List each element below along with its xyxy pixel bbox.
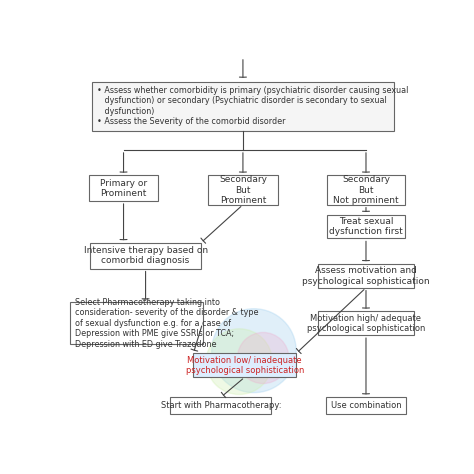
FancyBboxPatch shape (89, 175, 158, 201)
FancyBboxPatch shape (193, 354, 296, 377)
Text: Select Pharmacotherapy taking into
consideration- severity of the disorder & typ: Select Pharmacotherapy taking into consi… (75, 298, 258, 348)
Circle shape (212, 309, 296, 392)
FancyBboxPatch shape (170, 397, 272, 414)
Text: Intensive therapy based on
comorbid diagnosis: Intensive therapy based on comorbid diag… (83, 246, 208, 265)
Text: Motivation low/ inadequate
psychological sophistication: Motivation low/ inadequate psychological… (186, 356, 304, 375)
Text: Motivation high/ adequate
psychological sophistication: Motivation high/ adequate psychological … (307, 314, 425, 333)
FancyBboxPatch shape (70, 302, 202, 344)
Text: Secondary
But
Not prominent: Secondary But Not prominent (333, 175, 399, 205)
Circle shape (237, 332, 289, 383)
Text: Start with Pharmacotherapy:: Start with Pharmacotherapy: (161, 401, 281, 410)
Text: • Assess whether comorbidity is primary (psychiatric disorder causing sexual
   : • Assess whether comorbidity is primary … (97, 86, 408, 126)
FancyBboxPatch shape (208, 175, 278, 205)
FancyBboxPatch shape (91, 243, 201, 269)
FancyBboxPatch shape (326, 397, 406, 414)
FancyBboxPatch shape (318, 311, 414, 335)
FancyBboxPatch shape (318, 264, 414, 288)
Text: Treat sexual
dysfunction first: Treat sexual dysfunction first (329, 217, 403, 237)
Text: Secondary
But
Prominent: Secondary But Prominent (219, 175, 267, 205)
Text: Assess motivation and
psychological sophistication: Assess motivation and psychological soph… (302, 266, 430, 285)
FancyBboxPatch shape (92, 82, 393, 131)
FancyBboxPatch shape (328, 215, 405, 238)
Text: Primary or
Prominent: Primary or Prominent (100, 179, 147, 198)
Circle shape (206, 329, 273, 394)
FancyBboxPatch shape (328, 175, 405, 205)
Text: Use combination: Use combination (331, 401, 401, 410)
